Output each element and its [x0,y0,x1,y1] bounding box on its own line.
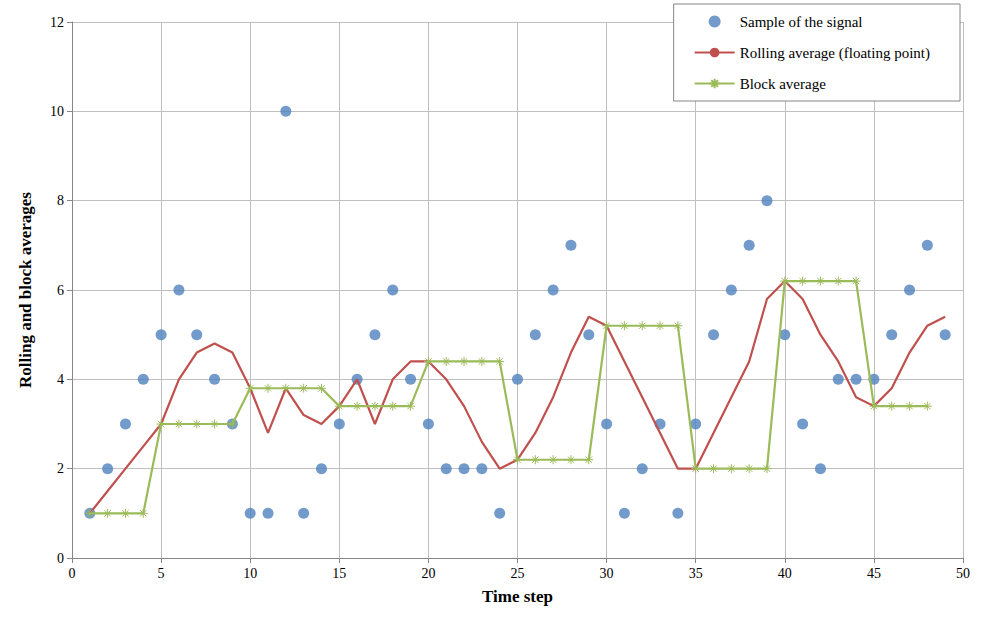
svg-text:Rolling and block averages: Rolling and block averages [16,192,35,388]
svg-text:Block average: Block average [740,76,827,92]
svg-text:10: 10 [243,566,257,581]
svg-text:10: 10 [50,104,64,119]
svg-text:30: 30 [600,566,614,581]
svg-text:50: 50 [956,566,970,581]
svg-text:45: 45 [867,566,881,581]
svg-text:8: 8 [57,193,64,208]
svg-text:40: 40 [778,566,792,581]
svg-text:4: 4 [57,372,64,387]
svg-text:5: 5 [158,566,165,581]
svg-text:6: 6 [57,283,64,298]
svg-text:Rolling average (floating poin: Rolling average (floating point) [740,45,930,62]
svg-text:0: 0 [69,566,76,581]
svg-text:Sample of the signal: Sample of the signal [740,14,863,30]
svg-text:Time step: Time step [482,587,553,606]
svg-text:0: 0 [57,551,64,566]
svg-text:35: 35 [689,566,703,581]
svg-text:25: 25 [511,566,525,581]
svg-text:15: 15 [332,566,346,581]
svg-text:2: 2 [57,461,64,476]
svg-text:20: 20 [421,566,435,581]
svg-text:12: 12 [50,15,64,30]
